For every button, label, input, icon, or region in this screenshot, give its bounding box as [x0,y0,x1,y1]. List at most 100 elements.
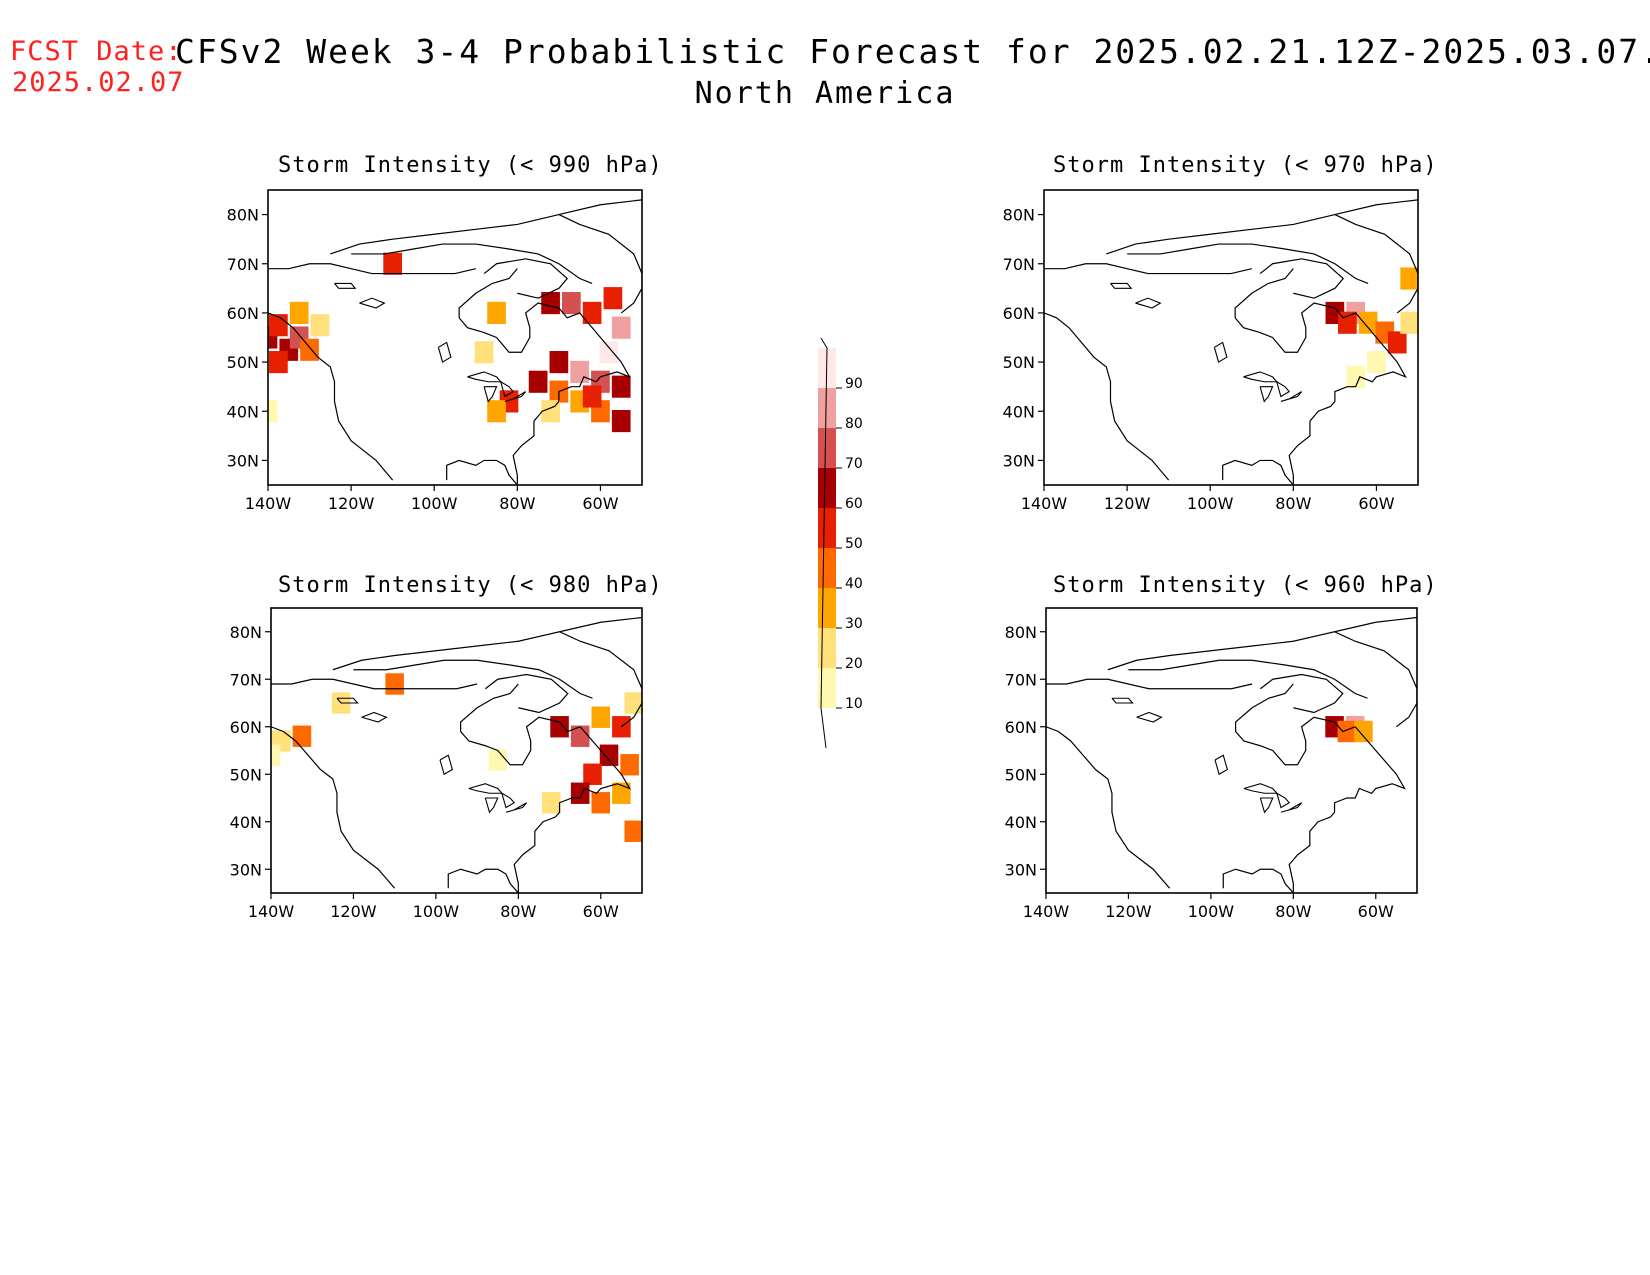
lat-tick-label: 70N [230,670,262,689]
probability-cell [1367,351,1386,374]
probability-cell [542,792,561,814]
lat-tick-label: 30N [230,860,262,879]
lon-tick-label: 140W [248,902,295,921]
probability-cell [268,326,278,349]
lon-tick-label: 80W [1275,902,1311,921]
coastline [458,268,580,353]
probability-cell [1337,720,1357,743]
lon-tick-label: 80W [500,902,536,921]
probability-cell [549,351,569,374]
coastline [1046,726,1171,889]
probability-cell [1387,331,1407,354]
colorbar-label: 10 [845,696,863,712]
coastline [1222,312,1407,485]
map-frame [1045,607,1418,894]
colorbar-swatch [818,388,836,428]
lon-tick-label: 100W [411,494,458,513]
colorbar-swatch [818,668,836,708]
probability-cell [383,252,403,275]
lat-tick-label: 60N [227,304,259,323]
colorbar-swatch [818,468,836,508]
page-subtitle: North America [694,76,956,111]
coastline [483,258,569,299]
lake-outline [1259,386,1274,403]
colorbar-label: 40 [845,576,863,592]
lat-tick-label: 70N [227,255,259,274]
map-frame [1043,189,1419,486]
probability-cell [599,744,619,766]
lat-tick-label: 50N [230,765,262,784]
lon-tick-label: 120W [1105,902,1152,921]
probability-cell [562,292,581,315]
fcst-date-label: FCST Date: [10,36,183,67]
lake-outline [1280,391,1303,402]
lake-outline [1110,282,1133,289]
probability-cell [268,400,278,423]
probability-cell [599,341,619,364]
lake-outline [1276,381,1291,398]
probability-cell [1346,365,1366,388]
map-frame-background [1046,608,1417,893]
probability-cell [385,673,404,695]
probability-cell [624,820,642,842]
probability-cell [488,749,507,771]
lat-tick-label: 40N [1005,813,1037,832]
probability-cell [591,706,611,728]
coastline [1107,616,1417,671]
panel-title-960: Storm Intensity (< 960 hPa) [1053,573,1438,598]
probability-cell [310,314,330,337]
lon-tick-label: 100W [1187,494,1234,513]
probability-cell [474,341,494,364]
lon-tick-label: 120W [330,902,377,921]
coastline [1128,659,1368,699]
lat-tick-label: 60N [1003,304,1035,323]
coastline [1127,243,1369,284]
probability-cell [570,360,590,383]
lake-outline [1213,341,1228,363]
lat-tick-label: 40N [1003,402,1035,421]
lat-tick-label: 70N [1005,670,1037,689]
probability-cell [582,301,602,324]
probability-cell [611,316,631,339]
coastline [1259,673,1344,714]
lat-tick-label: 40N [230,813,262,832]
probability-cell [611,410,631,433]
probability-cell [1400,311,1418,334]
probability-cell [570,782,590,804]
lake-outline [1214,754,1229,776]
map-panel-990: 80N 70N 60N 50N 40N 30N 140W 120W 100W 80W 60W [227,189,643,513]
probability-cell [487,301,506,324]
lat-tick-label: 50N [1005,765,1037,784]
lake-outline [1280,802,1302,813]
colorbar: 90 80 70 60 50 40 30 20 10 [818,337,863,749]
coastline [268,312,394,481]
coastline [1234,268,1356,353]
coastline [558,214,642,314]
lon-tick-label: 100W [1188,902,1235,921]
lat-tick-label: 60N [230,718,262,737]
lat-tick-label: 30N [1003,451,1035,470]
coastline [271,726,396,889]
probability-cell [1358,311,1378,334]
lon-tick-label: 120W [1104,494,1151,513]
panel-title-970: Storm Intensity (< 970 hPa) [1053,153,1438,178]
coastline [330,199,642,255]
lake-outline [361,711,388,723]
map-frame [270,607,643,894]
colorbar-swatch [818,588,836,628]
lake-outline [501,792,516,809]
probability-cell [487,400,506,423]
coastline [1334,631,1417,728]
map-frame [267,189,643,486]
lake-outline [500,381,515,398]
map-frame-background [271,608,642,893]
colorbar-label: 20 [845,656,863,672]
lat-tick-label: 60N [1005,718,1037,737]
colorbar-label: 70 [845,456,863,472]
lon-tick-label: 140W [1021,494,1068,513]
coastline [559,631,642,728]
colorbar-label: 90 [845,376,863,392]
lat-tick-label: 50N [1003,353,1035,372]
lon-tick-label: 80W [1275,494,1311,513]
probability-cell [620,754,639,776]
